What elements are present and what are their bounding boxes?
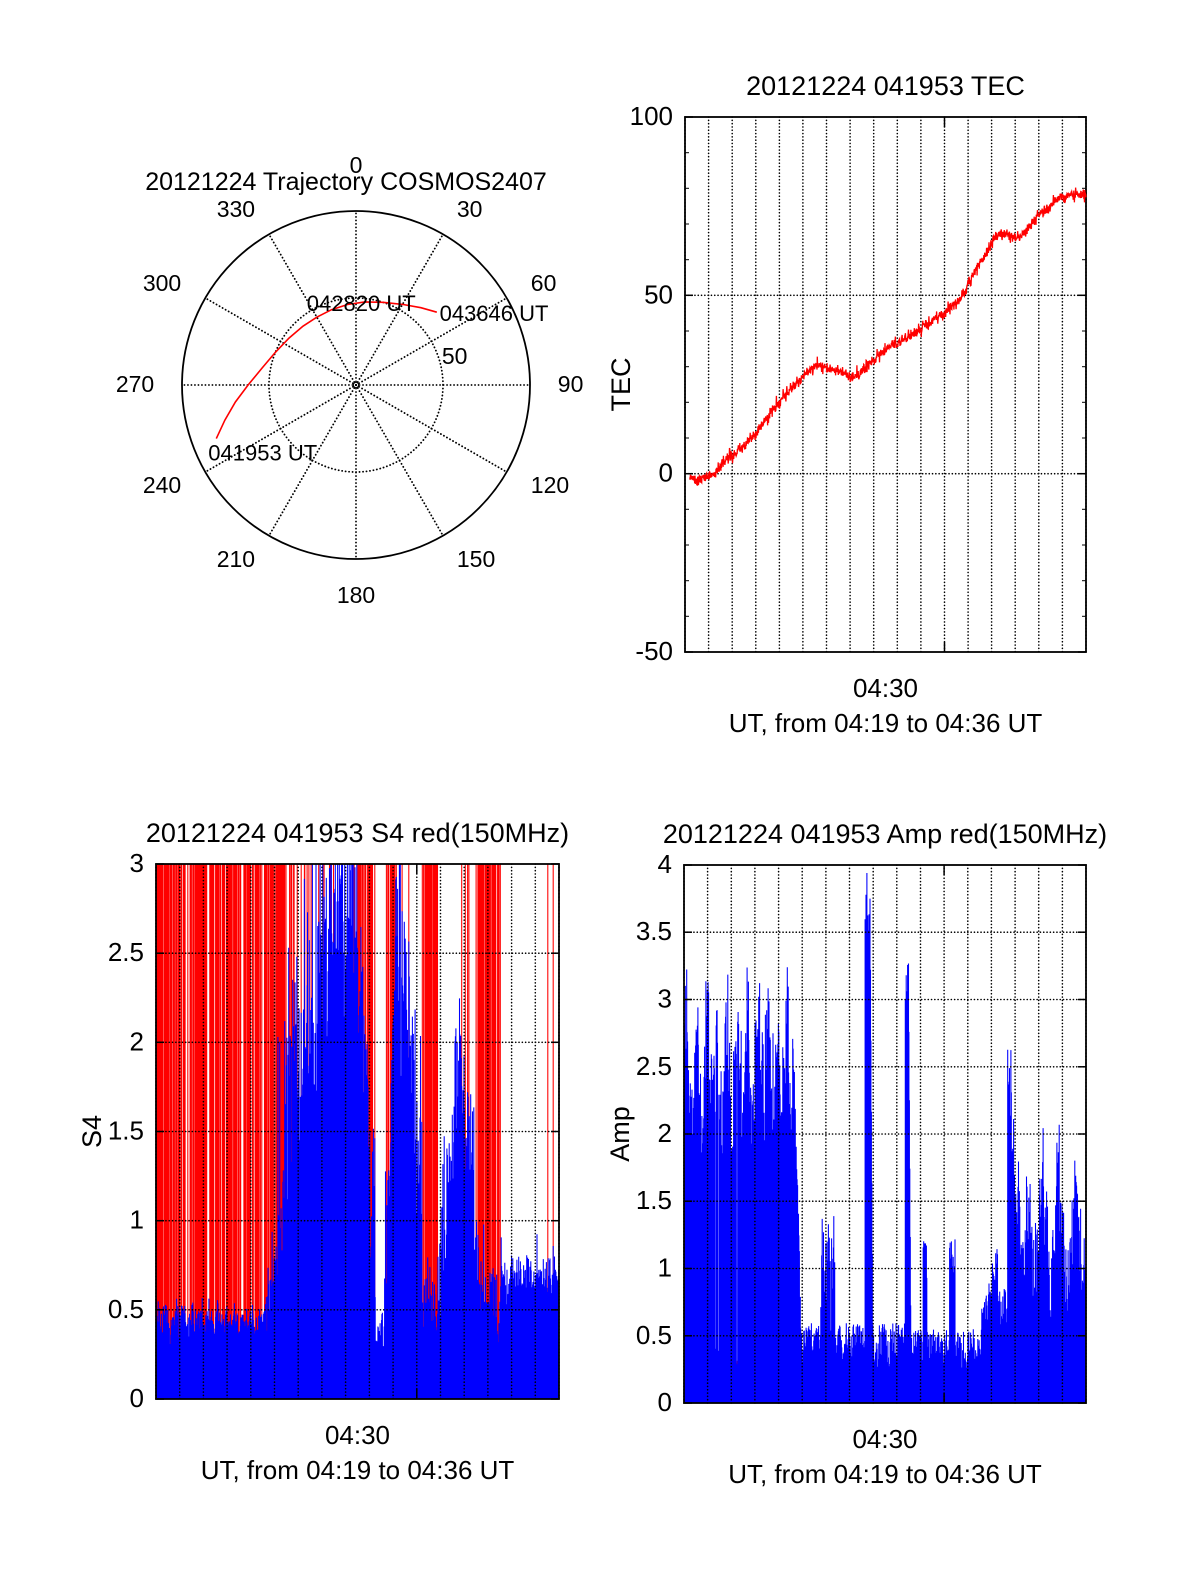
svg-text:UT, from 04:19 to 04:36 UT: UT, from 04:19 to 04:36 UT [201, 1455, 515, 1485]
svg-text:4: 4 [658, 849, 672, 879]
svg-text:100: 100 [630, 101, 673, 131]
svg-text:20121224 Trajectory COSMOS2407: 20121224 Trajectory COSMOS2407 [145, 168, 547, 196]
svg-text:043646 UT: 043646 UT [440, 301, 549, 326]
svg-text:1.5: 1.5 [108, 1116, 144, 1146]
svg-text:0: 0 [659, 458, 673, 488]
svg-text:210: 210 [217, 546, 255, 572]
svg-text:04:30: 04:30 [853, 673, 918, 703]
svg-text:20121224 041953 TEC: 20121224 041953 TEC [746, 71, 1025, 101]
svg-text:50: 50 [644, 279, 673, 309]
svg-text:TEC: TEC [606, 358, 636, 412]
svg-text:1: 1 [658, 1253, 672, 1283]
svg-text:UT, from 04:19 to 04:36 UT: UT, from 04:19 to 04:36 UT [728, 1459, 1042, 1489]
svg-text:04:30: 04:30 [325, 1420, 390, 1450]
svg-text:Amp: Amp [605, 1106, 635, 1162]
svg-text:20121224 041953 S4 red(150MHz): 20121224 041953 S4 red(150MHz) [146, 818, 569, 848]
svg-text:S4: S4 [77, 1115, 107, 1148]
svg-text:90: 90 [558, 371, 584, 397]
svg-text:300: 300 [143, 270, 181, 296]
svg-text:270: 270 [116, 371, 154, 397]
svg-text:041953 UT: 041953 UT [208, 441, 317, 466]
svg-text:3: 3 [130, 848, 144, 878]
svg-text:0: 0 [130, 1383, 144, 1413]
svg-text:UT, from 04:19 to 04:36 UT: UT, from 04:19 to 04:36 UT [729, 708, 1043, 738]
svg-text:20121224 041953 Amp red(150MHz: 20121224 041953 Amp red(150MHz) [663, 819, 1107, 849]
svg-text:150: 150 [457, 546, 495, 572]
svg-text:1: 1 [130, 1205, 144, 1235]
svg-text:-50: -50 [635, 636, 673, 666]
svg-text:240: 240 [143, 472, 181, 498]
svg-text:330: 330 [217, 196, 255, 222]
svg-text:0: 0 [658, 1387, 672, 1417]
svg-text:04:30: 04:30 [852, 1424, 917, 1454]
svg-text:3: 3 [658, 984, 672, 1014]
svg-text:042820 UT: 042820 UT [307, 291, 416, 316]
svg-text:60: 60 [531, 270, 557, 296]
svg-text:30: 30 [457, 196, 483, 222]
svg-text:0.5: 0.5 [108, 1294, 144, 1324]
svg-text:2.5: 2.5 [108, 937, 144, 967]
svg-text:120: 120 [531, 472, 569, 498]
svg-text:1.5: 1.5 [636, 1185, 672, 1215]
svg-text:50: 50 [442, 343, 468, 369]
svg-text:2.5: 2.5 [636, 1051, 672, 1081]
svg-text:0.5: 0.5 [636, 1320, 672, 1350]
svg-text:2: 2 [130, 1026, 144, 1056]
svg-text:3.5: 3.5 [636, 916, 672, 946]
svg-text:180: 180 [337, 582, 375, 608]
svg-text:2: 2 [658, 1118, 672, 1148]
